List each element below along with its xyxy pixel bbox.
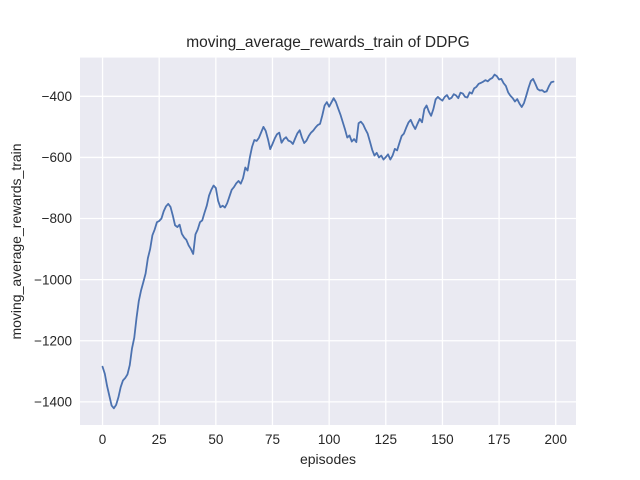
x-tick-label: 125 (375, 432, 398, 447)
gridlines (80, 57, 576, 425)
x-tick-label: 200 (544, 432, 567, 447)
x-tick-label: 175 (488, 432, 511, 447)
y-tick-label: −1000 (34, 272, 72, 287)
x-tick-label: 50 (208, 432, 223, 447)
x-tick-label: 25 (152, 432, 167, 447)
x-axis-label: episodes (300, 451, 356, 467)
y-axis-label: moving_average_rewards_train (8, 143, 24, 339)
y-tick-label: −1400 (34, 395, 72, 410)
y-tick-label: −600 (42, 150, 72, 165)
chart-title: moving_average_rewards_train of DDPG (186, 34, 469, 51)
y-axis-tick-labels: −400 −600 −800 −1000 −1200 −1400 (34, 89, 72, 410)
y-tick-label: −400 (42, 89, 72, 104)
y-tick-label: −1200 (34, 333, 72, 348)
plot-area (80, 57, 576, 425)
x-axis-tick-labels: 0 25 50 75 100 125 150 175 200 (99, 432, 567, 447)
x-tick-label: 75 (265, 432, 280, 447)
line-series (101, 73, 555, 410)
x-tick-label: 0 (99, 432, 107, 447)
x-tick-label: 100 (318, 432, 341, 447)
y-tick-label: −800 (42, 211, 72, 226)
x-tick-label: 150 (431, 432, 454, 447)
